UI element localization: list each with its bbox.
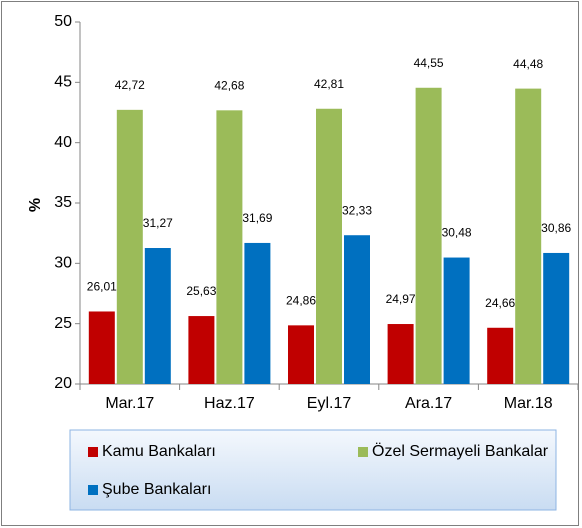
- legend-label: Şube Bankaları: [102, 481, 211, 498]
- x-tick-label: Ara.17: [405, 395, 452, 412]
- value-label: 25,63: [186, 284, 216, 298]
- value-label: 24,66: [485, 296, 515, 310]
- value-label: 24,86: [286, 294, 316, 308]
- bar: [188, 316, 215, 384]
- legend-swatch: [88, 485, 98, 495]
- value-label: 44,55: [414, 56, 444, 70]
- value-label: 42,72: [115, 78, 145, 92]
- value-label: 30,48: [442, 226, 472, 240]
- bar: [543, 252, 570, 384]
- legend-label: Özel Sermayeli Bankalar: [372, 442, 549, 460]
- value-label: 30,86: [541, 221, 571, 235]
- value-label: 42,68: [214, 78, 244, 92]
- value-label: 31,69: [242, 211, 272, 225]
- bar: [288, 325, 314, 384]
- y-tick-label: 45: [54, 74, 72, 91]
- value-label: 42,81: [314, 77, 344, 91]
- x-tick-label: Haz.17: [204, 395, 255, 412]
- bar: [487, 327, 514, 384]
- bar: [116, 109, 143, 384]
- value-label: 26,01: [87, 280, 117, 294]
- bar: [443, 257, 470, 384]
- value-label: 32,33: [342, 203, 372, 217]
- legend-label: Kamu Bankaları: [102, 443, 216, 460]
- y-tick-label: 35: [54, 194, 72, 211]
- x-tick-label: Mar.17: [105, 395, 154, 412]
- value-label: 24,97: [386, 292, 416, 306]
- x-tick-label: Eyl.17: [307, 395, 352, 412]
- value-label: 44,48: [513, 57, 543, 71]
- y-axis-label: %: [27, 198, 44, 212]
- y-tick-label: 20: [54, 375, 72, 392]
- legend-swatch: [358, 447, 368, 457]
- y-tick-label: 40: [54, 134, 72, 151]
- value-label: 31,27: [143, 216, 173, 230]
- bar: [144, 248, 171, 384]
- y-tick-label: 50: [54, 13, 72, 30]
- legend-swatch: [88, 447, 98, 457]
- y-tick-label: 30: [54, 255, 72, 272]
- x-tick-label: Mar.18: [504, 395, 553, 412]
- y-tick-label: 25: [54, 315, 72, 332]
- bar: [316, 108, 342, 384]
- bar: [88, 311, 115, 384]
- bar: [387, 324, 414, 384]
- bar: [344, 235, 370, 384]
- bar: [415, 87, 442, 384]
- bar: [216, 110, 243, 384]
- legend-box: [69, 429, 557, 511]
- bar: [244, 242, 271, 384]
- bar: [515, 88, 542, 384]
